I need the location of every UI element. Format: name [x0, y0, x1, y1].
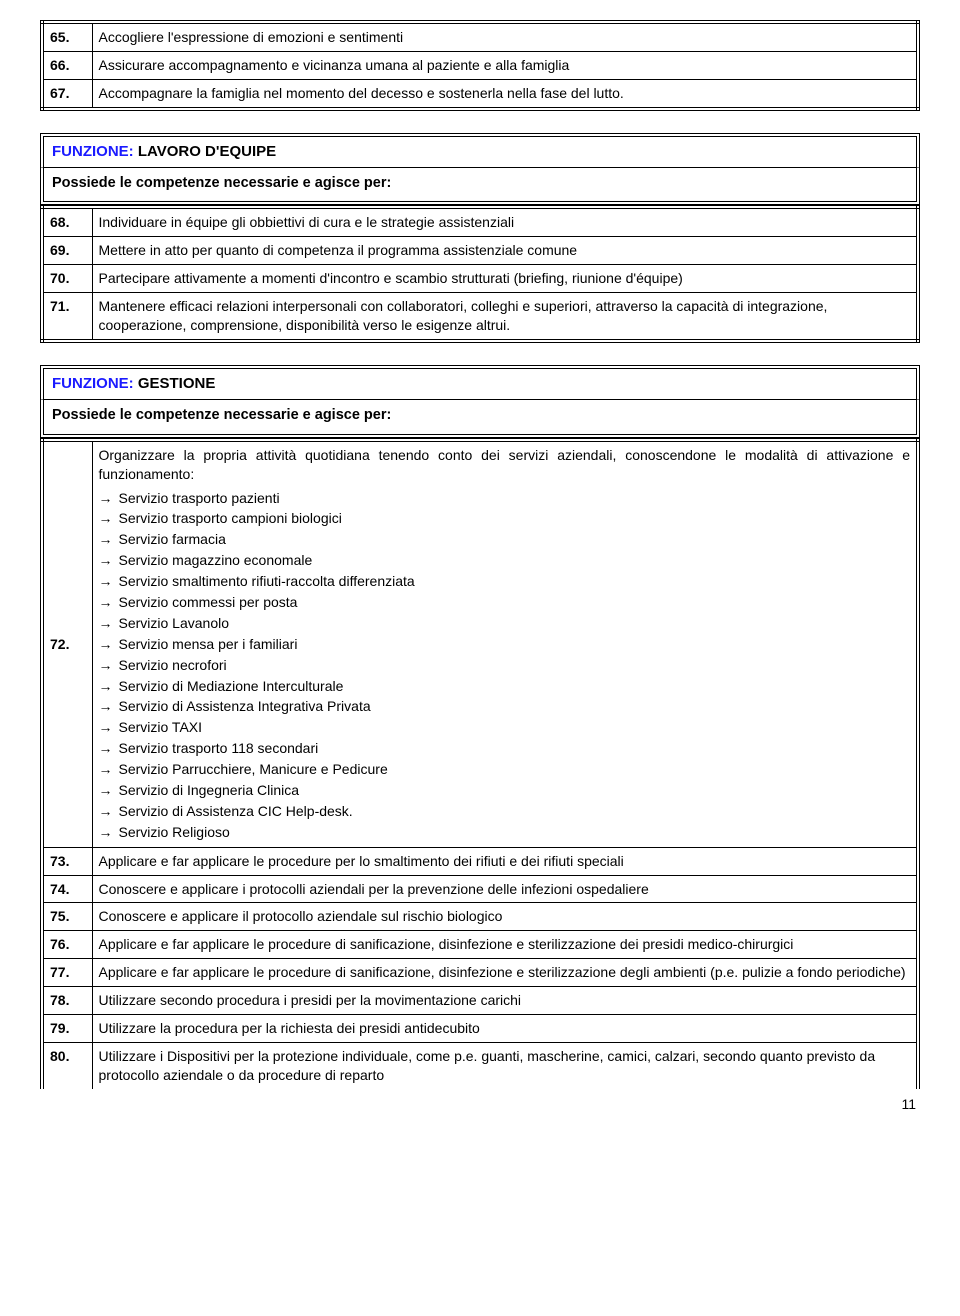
row-number: 68.: [42, 207, 92, 236]
list-item: Servizio commessi per posta: [99, 592, 911, 613]
list-item: Servizio trasporto campioni biologici: [99, 508, 911, 529]
list-item: Servizio smaltimento rifiuti-raccolta di…: [99, 571, 911, 592]
row72-intro: Organizzare la propria attività quotidia…: [99, 446, 911, 484]
list-item: Servizio di Mediazione Interculturale: [99, 676, 911, 697]
page-number: 11: [40, 1095, 920, 1114]
table-row: 66. Assicurare accompagnamento e vicinan…: [42, 51, 918, 79]
table-row: 67. Accompagnare la famiglia nel momento…: [42, 79, 918, 108]
table-row: 75. Conoscere e applicare il protocollo …: [42, 903, 918, 931]
table-row: 65. Accogliere l'espressione di emozioni…: [42, 22, 918, 51]
table-row: 76. Applicare e far applicare le procedu…: [42, 931, 918, 959]
table-emotions: 65. Accogliere l'espressione di emozioni…: [40, 20, 920, 111]
table-row: 79. Utilizzare la procedura per la richi…: [42, 1015, 918, 1043]
row-text: Applicare e far applicare le procedure d…: [92, 931, 918, 959]
row-number: 66.: [42, 51, 92, 79]
section-header-equipe: FUNZIONE: LAVORO D'EQUIPE: [40, 133, 920, 168]
list-item: Servizio trasporto pazienti: [99, 488, 911, 509]
list-item: Servizio TAXI: [99, 717, 911, 738]
list-item: Servizio di Assistenza CIC Help-desk.: [99, 801, 911, 822]
funzione-label: FUNZIONE:: [52, 143, 134, 160]
table-row: 70. Partecipare attivamente a momenti d'…: [42, 265, 918, 293]
row-text: Mantenere efficaci relazioni interperson…: [92, 293, 918, 341]
table-row: 77. Applicare e far applicare le procedu…: [42, 959, 918, 987]
list-item: Servizio Lavanolo: [99, 613, 911, 634]
list-item: Servizio trasporto 118 secondari: [99, 738, 911, 759]
table-equipe: 68. Individuare in équipe gli obbiettivi…: [40, 205, 920, 342]
row-text: Applicare e far applicare le procedure d…: [92, 959, 918, 987]
row-text: Applicare e far applicare le procedure p…: [92, 847, 918, 875]
row-text: Individuare in équipe gli obbiettivi di …: [92, 207, 918, 236]
row-number: 67.: [42, 79, 92, 108]
table-row: 78. Utilizzare secondo procedura i presi…: [42, 987, 918, 1015]
row-number: 76.: [42, 931, 92, 959]
section-header-gestione: FUNZIONE: GESTIONE: [40, 365, 920, 400]
row-text: Accogliere l'espressione di emozioni e s…: [92, 22, 918, 51]
row-text: Assicurare accompagnamento e vicinanza u…: [92, 51, 918, 79]
list-item: Servizio Religioso: [99, 822, 911, 843]
list-item: Servizio di Ingegneria Clinica: [99, 780, 911, 801]
row-text: Utilizzare la procedura per la richiesta…: [92, 1015, 918, 1043]
row72-list: Servizio trasporto pazienti Servizio tra…: [99, 488, 911, 843]
table-row: 68. Individuare in équipe gli obbiettivi…: [42, 207, 918, 236]
funzione-title: LAVORO D'EQUIPE: [134, 143, 276, 160]
list-item: Servizio farmacia: [99, 529, 911, 550]
table-row: 71. Mantenere efficaci relazioni interpe…: [42, 293, 918, 341]
row-number: 69.: [42, 237, 92, 265]
list-item: Servizio Parrucchiere, Manicure e Pedicu…: [99, 759, 911, 780]
row-content: Organizzare la propria attività quotidia…: [92, 440, 918, 847]
row-text: Accompagnare la famiglia nel momento del…: [92, 79, 918, 108]
list-item: Servizio magazzino economale: [99, 550, 911, 571]
table-gestione: 72. Organizzare la propria attività quot…: [40, 438, 920, 1089]
row-text: Mettere in atto per quanto di competenza…: [92, 237, 918, 265]
funzione-label: FUNZIONE:: [52, 375, 134, 392]
table-row: 69. Mettere in atto per quanto di compet…: [42, 237, 918, 265]
list-item: Servizio di Assistenza Integrativa Priva…: [99, 696, 911, 717]
row-text: Conoscere e applicare il protocollo azie…: [92, 903, 918, 931]
row-number: 65.: [42, 22, 92, 51]
row-text: Conoscere e applicare i protocolli azien…: [92, 875, 918, 903]
row-number: 77.: [42, 959, 92, 987]
row-number: 71.: [42, 293, 92, 341]
row-number: 70.: [42, 265, 92, 293]
section-subheader-gestione: Possiede le competenze necessarie e agis…: [40, 400, 920, 438]
list-item: Servizio mensa per i familiari: [99, 634, 911, 655]
table-row: 74. Conoscere e applicare i protocolli a…: [42, 875, 918, 903]
table-row: 80. Utilizzare i Dispositivi per la prot…: [42, 1042, 918, 1088]
list-item: Servizio necrofori: [99, 655, 911, 676]
section-subheader-equipe: Possiede le competenze necessarie e agis…: [40, 168, 920, 206]
row-number: 80.: [42, 1042, 92, 1088]
row-number: 73.: [42, 847, 92, 875]
table-row: 73. Applicare e far applicare le procedu…: [42, 847, 918, 875]
row-number: 79.: [42, 1015, 92, 1043]
row-number: 78.: [42, 987, 92, 1015]
row-text: Utilizzare secondo procedura i presidi p…: [92, 987, 918, 1015]
row-number: 74.: [42, 875, 92, 903]
row-number: 75.: [42, 903, 92, 931]
funzione-title: GESTIONE: [134, 375, 216, 392]
row-number: 72.: [42, 440, 92, 847]
table-row: 72. Organizzare la propria attività quot…: [42, 440, 918, 847]
row-text: Utilizzare i Dispositivi per la protezio…: [92, 1042, 918, 1088]
row-text: Partecipare attivamente a momenti d'inco…: [92, 265, 918, 293]
